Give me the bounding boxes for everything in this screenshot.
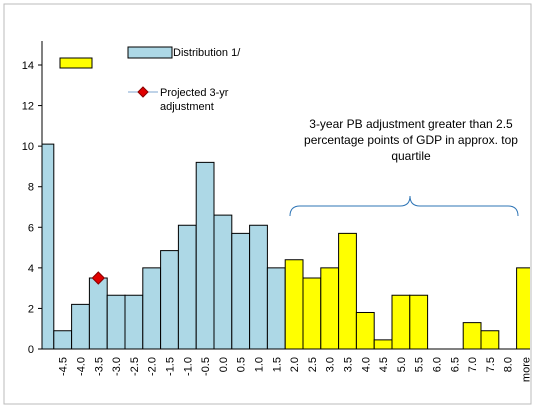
- y-tick-label: 12: [22, 101, 34, 113]
- bar: [106, 294, 126, 350]
- bracket: [289, 195, 519, 217]
- x-tick-label: 4.5: [378, 357, 390, 372]
- bar: [373, 339, 393, 350]
- bar: [124, 294, 144, 350]
- x-tick-label: 4.0: [360, 357, 372, 372]
- frame: [3, 3, 532, 405]
- y-tick-label: 14: [22, 60, 34, 72]
- bar: [195, 161, 215, 350]
- x-tick-label: 2.0: [289, 357, 301, 372]
- x-tick-label: 2.5: [307, 357, 319, 372]
- y-tick-label: 10: [22, 141, 34, 153]
- bar: [249, 224, 268, 350]
- x-tick-label: -1.5: [165, 357, 177, 376]
- bar: [516, 267, 530, 350]
- y-tick-label: 0: [28, 344, 34, 356]
- bar: [355, 311, 375, 350]
- x-tick-label: -3.5: [93, 357, 105, 376]
- legend-swatch: [127, 46, 173, 59]
- bar: [391, 294, 411, 350]
- annotation: 3-year PB adjustment greater than 2.5 pe…: [304, 117, 518, 163]
- x-tick-label: -4.0: [76, 357, 88, 376]
- bar: [266, 267, 286, 350]
- x-tick-label: -3.0: [111, 357, 123, 376]
- x-tick-label: 3.5: [343, 357, 355, 372]
- bar: [142, 267, 162, 350]
- bar: [213, 214, 233, 350]
- bar: [160, 250, 179, 350]
- bar: [320, 267, 340, 350]
- x-tick-label: 1.0: [254, 357, 266, 372]
- bar: [302, 277, 322, 350]
- x-tick-label: 0.5: [236, 357, 248, 372]
- y-tick-label: 8: [28, 182, 34, 194]
- bar: [53, 330, 73, 350]
- x-tick-label: -0.5: [200, 357, 212, 376]
- x-tick-label: 6.5: [449, 357, 461, 372]
- legend-label: Distribution 1/: [173, 47, 241, 59]
- y-tick-label: 2: [28, 303, 34, 315]
- marker: [91, 271, 106, 285]
- bar: [42, 143, 55, 350]
- x-tick-label: 5.5: [414, 357, 426, 372]
- y-tick-label: 6: [28, 222, 34, 234]
- bar: [88, 277, 108, 350]
- plot: [42, 143, 530, 350]
- bar: [462, 322, 482, 350]
- x-tick-label: -2.0: [147, 357, 159, 376]
- x-tick-label: more: [521, 357, 533, 382]
- y-tick-label: 4: [28, 263, 34, 275]
- x-tick-label: 8.0: [503, 357, 515, 372]
- x-tick-label: 7.0: [467, 357, 479, 372]
- bar: [177, 224, 197, 350]
- x-tick-label: -2.5: [129, 357, 141, 376]
- bar: [284, 259, 304, 350]
- bar: [231, 232, 251, 350]
- x-tick-label: 1.5: [271, 357, 283, 372]
- x-tick-label: 5.0: [396, 357, 408, 372]
- legend-marker: [137, 86, 149, 98]
- bar: [480, 330, 500, 350]
- bar: [71, 303, 90, 350]
- x-tick-label: 7.5: [485, 357, 497, 372]
- legend-swatch: [59, 57, 93, 69]
- x-tick-label: 0.0: [218, 357, 230, 372]
- x-tick-label: 3.0: [325, 357, 337, 372]
- bar: [409, 294, 429, 350]
- x-tick-label: -4.5: [58, 357, 70, 376]
- x-tick-label: 6.0: [432, 357, 444, 372]
- legend-label: Projected 3-yr adjustment: [160, 87, 229, 113]
- x-tick-label: -1.0: [182, 357, 194, 376]
- bar: [338, 232, 357, 350]
